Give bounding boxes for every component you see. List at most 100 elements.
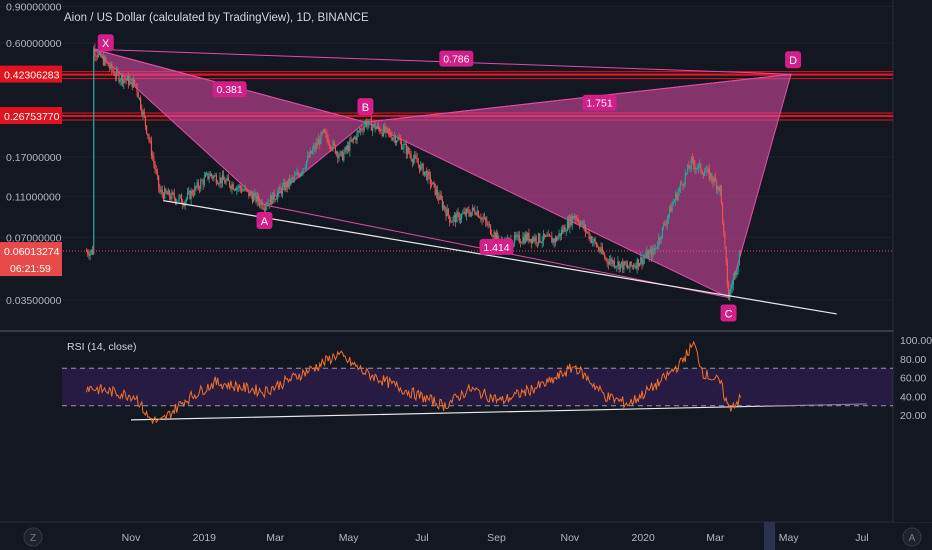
candle-body: [477, 211, 480, 218]
candle-body: [429, 174, 431, 185]
pattern-point-a[interactable]: [256, 212, 273, 230]
candle-body: [138, 97, 141, 99]
candle-body: [191, 190, 193, 195]
candle-body: [531, 237, 534, 243]
candle-body: [558, 233, 560, 237]
candle-body: [397, 137, 399, 141]
pattern-ratio-badge[interactable]: [439, 50, 474, 67]
candle-body: [522, 236, 524, 243]
level-price-tag[interactable]: [0, 107, 62, 125]
candle-body: [737, 264, 739, 271]
candle-body: [679, 183, 682, 189]
candle-body: [494, 232, 496, 240]
rsi-trendline[interactable]: [130, 403, 867, 421]
rsi-band: [62, 368, 893, 406]
candle-body: [271, 195, 273, 204]
candle-body: [379, 128, 381, 133]
pattern-ratio-line[interactable]: [365, 73, 792, 123]
candle-body: [315, 142, 317, 149]
candle-body: [699, 163, 701, 165]
candle-body: [382, 126, 385, 136]
candle-body: [700, 163, 702, 172]
price-support-trendline[interactable]: [163, 200, 837, 315]
candle-body: [474, 209, 476, 214]
rsi-pane[interactable]: [0, 332, 893, 522]
pattern-point-x[interactable]: [97, 34, 114, 52]
candle-body: [641, 256, 643, 265]
rsi-line: [86, 340, 742, 424]
candle-body: [578, 222, 581, 226]
pattern-ratio-label: 1.414: [483, 242, 509, 254]
candle-body: [487, 223, 489, 225]
candle-body: [670, 206, 672, 212]
candle-body: [220, 177, 222, 184]
candle-body: [438, 196, 440, 200]
candle-body: [374, 123, 376, 130]
price-tick-label: 0.60000000: [6, 38, 62, 50]
pattern-ratio-badge[interactable]: [479, 238, 514, 255]
price-scale[interactable]: [894, 0, 932, 522]
candle-body: [195, 186, 197, 188]
candle-body: [412, 158, 415, 163]
candle-body: [115, 70, 118, 77]
candle-body: [595, 242, 597, 247]
candle-body: [316, 142, 318, 145]
candle-body: [174, 198, 177, 203]
auto-scale-toggle[interactable]: A: [902, 527, 922, 547]
candle-body: [321, 132, 323, 134]
candle-body: [449, 215, 451, 222]
candle-body: [464, 211, 466, 216]
time-range-highlight[interactable]: [764, 522, 775, 550]
pattern-point-b[interactable]: [357, 98, 374, 116]
candle-body: [346, 145, 349, 150]
candle-body: [150, 141, 153, 156]
candle-body: [256, 195, 258, 202]
pattern-point-label: C: [725, 308, 733, 320]
candle-body: [350, 140, 352, 142]
candle-body: [156, 171, 159, 176]
candle-body: [266, 205, 268, 207]
candle-body: [351, 138, 353, 142]
xabcd-pattern[interactable]: [93, 48, 792, 299]
candle-body: [164, 188, 166, 199]
pattern-point-c[interactable]: [720, 304, 737, 322]
candle-body: [568, 220, 570, 228]
candle-body: [215, 175, 217, 184]
log-scale-toggle[interactable]: Z: [23, 527, 43, 547]
candle-body: [451, 221, 453, 223]
candle-body: [408, 147, 410, 154]
candle-body: [583, 224, 585, 228]
pattern-point-d[interactable]: [785, 51, 802, 69]
candle-body: [231, 184, 233, 189]
candle-body: [141, 108, 143, 115]
candle-body: [230, 186, 232, 189]
level-price-tag[interactable]: [0, 65, 62, 83]
candle-body: [93, 48, 95, 255]
last-price-tag[interactable]: [0, 242, 62, 277]
candle-body: [380, 132, 382, 134]
candle-body: [608, 261, 611, 265]
candle-body: [388, 131, 391, 133]
time-tick-label: Mar: [266, 532, 285, 544]
candle-body: [227, 177, 229, 181]
candle-body: [228, 180, 231, 187]
candle-body: [369, 119, 371, 121]
candle-body: [708, 168, 710, 179]
candle-body: [486, 221, 488, 225]
candle-body: [545, 235, 547, 237]
pattern-ratio-badge[interactable]: [582, 94, 617, 111]
pattern-ratio-badge[interactable]: [212, 81, 247, 98]
candle-body: [411, 159, 413, 163]
candle-body: [236, 187, 238, 191]
candle-body: [295, 174, 297, 176]
candle-body: [655, 247, 658, 249]
candle-body: [296, 172, 298, 175]
candle-body: [732, 277, 734, 286]
candle-body: [653, 248, 655, 251]
candle-body: [320, 132, 322, 145]
candle-body: [712, 179, 714, 183]
trendlines[interactable]: [130, 200, 867, 421]
candle-body: [684, 173, 686, 184]
